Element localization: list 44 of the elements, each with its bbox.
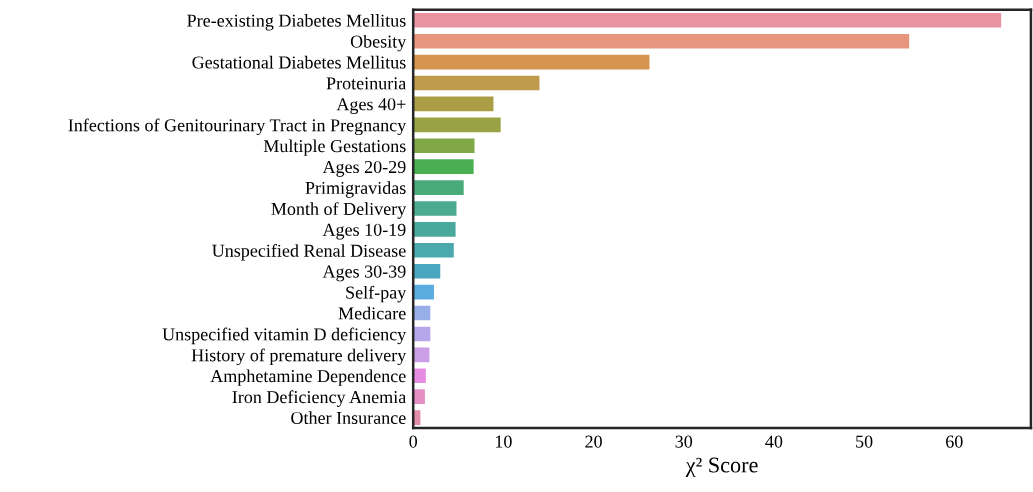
y-tick-label: History of premature delivery xyxy=(191,348,407,366)
x-axis-title: χ² Score xyxy=(685,457,758,478)
y-tick-label: Unspecified Renal Disease xyxy=(212,243,406,261)
x-tick-label: 40 xyxy=(765,435,783,448)
x-tick-label: 50 xyxy=(856,435,873,448)
x-tick-label: 10 xyxy=(495,435,512,448)
bar xyxy=(413,242,454,258)
bar xyxy=(413,284,434,300)
y-tick-label: Pre-existing Diabetes Mellitus xyxy=(187,14,406,31)
bar xyxy=(413,117,501,133)
y-tick-label: Unspecified vitamin D deficiency xyxy=(162,327,407,345)
y-tick-label: Iron Deficiency Anemia xyxy=(232,390,406,407)
y-tick-label: Gestational Diabetes Mellitus xyxy=(192,55,406,69)
y-tick-label: Ages 10-19 xyxy=(322,223,406,240)
y-tick-label: Primigravidas xyxy=(305,181,406,198)
bar xyxy=(413,368,426,384)
y-tick-label: Other Insurance xyxy=(291,411,406,425)
x-tick-label: 30 xyxy=(675,435,693,448)
bar xyxy=(413,54,650,70)
bar xyxy=(413,180,464,195)
y-tick-label: Ages 30-39 xyxy=(322,265,406,282)
y-tick-label: Ages 20-29 xyxy=(322,160,406,177)
y-tick-label: Medicare xyxy=(338,306,406,320)
bar xyxy=(413,138,475,154)
y-tick-label: Amphetamine Dependence xyxy=(210,369,406,386)
bar xyxy=(413,263,441,279)
x-tick-label: 20 xyxy=(585,435,602,448)
bar xyxy=(413,389,425,404)
x-tick-label: 60 xyxy=(946,435,963,448)
bar xyxy=(413,96,494,112)
y-tick-label: Month of Delivery xyxy=(271,202,407,219)
bar xyxy=(413,12,1002,28)
bar xyxy=(413,159,474,174)
bar xyxy=(413,75,540,91)
bar xyxy=(413,201,457,216)
y-tick-label: Infections of Genitourinary Tract in Pregnancy xyxy=(68,118,407,136)
y-tick-label: Proteinuria xyxy=(326,77,407,90)
y-tick-label: Ages 40+ xyxy=(336,98,406,115)
y-tick-label: Self-pay xyxy=(346,285,407,303)
y-tick-label: Obesity xyxy=(350,34,407,52)
y-tick-label: Multiple Gestations xyxy=(263,139,406,156)
bar xyxy=(413,222,456,237)
bar xyxy=(413,33,910,49)
x-tick-label: 0 xyxy=(409,435,418,448)
